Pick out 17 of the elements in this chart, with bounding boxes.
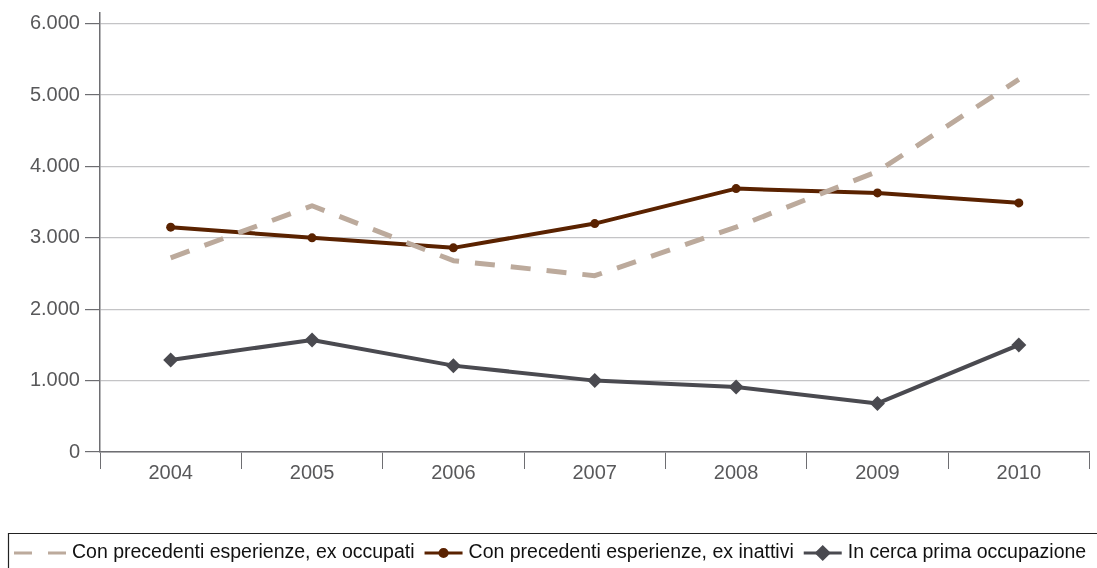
y-tick-label: 1.000	[29, 368, 80, 391]
y-tick-label: 3.000	[29, 225, 80, 248]
x-tick-label: 2008	[713, 460, 759, 483]
legend-label: Con precedenti esperienze, ex inattivi	[468, 540, 794, 563]
y-tick-label: 5.000	[29, 82, 80, 105]
x-tick-label: 2007	[572, 460, 617, 483]
y-tick-label: 2.000	[29, 296, 80, 319]
y-tick-label: 6.000	[29, 11, 80, 34]
y-tick-label: 0	[68, 439, 80, 462]
x-tick-label: 2009	[855, 460, 900, 483]
y-tick-label: 4.000	[29, 153, 80, 176]
x-tick-label: 2010	[996, 460, 1042, 483]
legend-label: Con precedenti esperienze, ex occupati	[72, 540, 415, 563]
x-tick-label: 2006	[431, 460, 476, 483]
legend-label: In cerca prima occupazione	[847, 540, 1087, 563]
x-tick-label: 2005	[289, 460, 335, 483]
x-tick-label: 2004	[148, 460, 193, 483]
